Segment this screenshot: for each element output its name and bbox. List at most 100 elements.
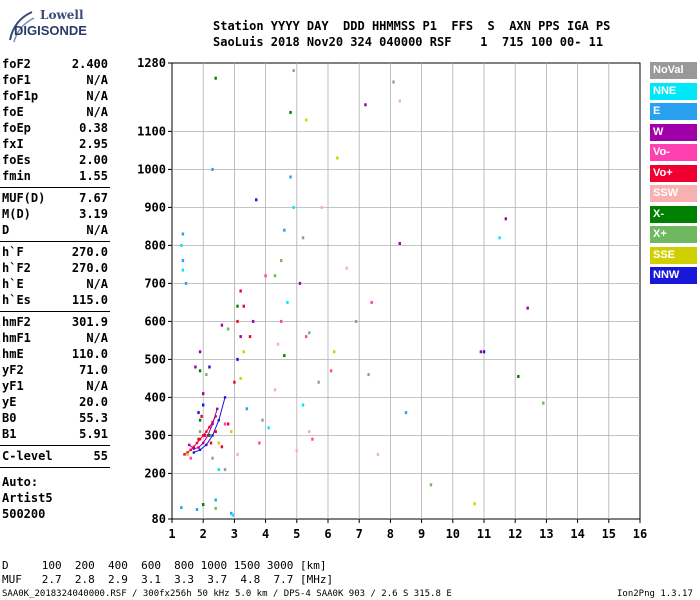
param-label: C-level: [2, 449, 53, 463]
echo-point: [283, 354, 286, 358]
param-row: hmF2 301.9: [2, 315, 108, 331]
echo-point: [308, 331, 311, 335]
param-value: N/A: [86, 73, 108, 87]
logo-digisonde-text: DIGISONDE: [14, 23, 87, 38]
param-row: yF1 N/A: [2, 379, 108, 395]
y-tick-label: 200: [144, 466, 166, 480]
echo-point: [239, 335, 242, 339]
param-value: N/A: [86, 331, 108, 345]
param-row: yF2 71.0: [2, 363, 108, 379]
echo-point: [283, 228, 286, 232]
param-label: fmin: [2, 169, 31, 183]
echo-point: [184, 281, 188, 285]
y-tick-label: 500: [144, 352, 166, 366]
echo-point: [295, 449, 298, 453]
echo-point: [242, 304, 245, 308]
param-row: B1 5.91: [2, 427, 108, 443]
param-row: foF1p N/A: [2, 89, 108, 105]
auto-scaling-line1: Auto:: [2, 475, 39, 489]
echo-point: [370, 300, 373, 304]
echo-point: [255, 198, 258, 202]
param-separator: [0, 311, 110, 312]
param-label: yE: [2, 395, 17, 409]
echo-point: [202, 503, 205, 507]
param-value: N/A: [86, 379, 108, 393]
echo-point: [230, 511, 233, 515]
logo-lowell-text: Lowell: [40, 8, 84, 22]
echo-point: [223, 468, 227, 472]
param-label: foEp: [2, 121, 31, 135]
echo-point: [304, 118, 308, 122]
param-value: 2.400: [71, 57, 108, 71]
echo-point: [211, 456, 214, 460]
param-row: yE 20.0: [2, 395, 108, 411]
x-tick-label: 11: [477, 527, 491, 541]
echo-point: [311, 437, 314, 441]
echo-point: [398, 242, 401, 245]
param-label: MUF(D): [2, 191, 46, 205]
echo-point: [301, 236, 305, 240]
echo-point: [273, 388, 277, 392]
x-tick-label: 1: [168, 527, 175, 541]
echo-point: [205, 373, 208, 377]
echo-point: [376, 452, 380, 456]
echo-point: [180, 243, 183, 247]
echo-point: [223, 422, 227, 426]
y-tick-label: 1000: [137, 162, 166, 176]
y-tick-label: 400: [144, 390, 166, 404]
param-label: foEs: [2, 153, 31, 167]
param-label: yF1: [2, 379, 24, 393]
echo-point: [214, 506, 217, 510]
param-row: fmin 1.55: [2, 169, 108, 185]
x-tick-label: 2: [200, 527, 207, 541]
plot-area: [171, 62, 641, 520]
echo-point: [482, 350, 486, 354]
echo-point: [286, 300, 289, 304]
echo-point: [233, 380, 236, 384]
echo-trace-line: [188, 408, 218, 450]
legend-item: NoVal: [650, 62, 697, 79]
param-label: h`F2: [2, 261, 31, 275]
footer-file-info: SAA0K_2018324040000.RSF / 300fx256h 50 k…: [2, 589, 452, 599]
x-tick-label: 10: [446, 527, 460, 541]
x-tick-label: 4: [262, 527, 269, 541]
echo-point: [208, 365, 211, 369]
x-tick-label: 3: [231, 527, 238, 541]
y-tick-label: 300: [144, 428, 166, 442]
echo-point: [267, 426, 270, 430]
x-tick-label: 9: [418, 527, 425, 541]
echo-point: [245, 407, 249, 411]
param-value: 110.0: [71, 347, 108, 361]
legend-item: X-: [650, 205, 697, 223]
echo-point: [181, 268, 185, 272]
param-label: fxI: [2, 137, 24, 151]
x-tick-label: 8: [387, 527, 394, 541]
param-label: foE: [2, 105, 24, 119]
legend-item: Vo+: [650, 164, 697, 182]
param-row: hmF1 N/A: [2, 331, 108, 347]
echo-point: [198, 350, 202, 354]
echo-point: [203, 433, 206, 437]
echo-point: [329, 369, 333, 373]
echo-point: [236, 304, 239, 308]
legend-item: NNW: [650, 267, 697, 284]
echo-point: [517, 375, 520, 378]
param-label: foF1: [2, 73, 31, 87]
param-separator: [0, 445, 110, 446]
param-value: N/A: [86, 223, 108, 237]
param-label: yF2: [2, 363, 24, 377]
param-label: D: [2, 223, 10, 237]
echo-trace-line: [184, 416, 217, 455]
echo-point: [276, 342, 280, 346]
param-label: h`E: [2, 277, 24, 291]
header-line-2: SaoLuis 2018 Nov20 324 040000 RSF 1 715 …: [213, 35, 604, 49]
param-value: 270.0: [71, 261, 108, 275]
y-tick-label: 80: [152, 512, 166, 526]
x-tick-label: 12: [508, 527, 522, 541]
echo-point: [231, 513, 235, 517]
echo-point: [208, 433, 211, 437]
param-value: 5.91: [79, 427, 108, 441]
echo-trace-line: [193, 397, 226, 453]
echo-point: [354, 319, 358, 323]
param-label: B1: [2, 427, 17, 441]
